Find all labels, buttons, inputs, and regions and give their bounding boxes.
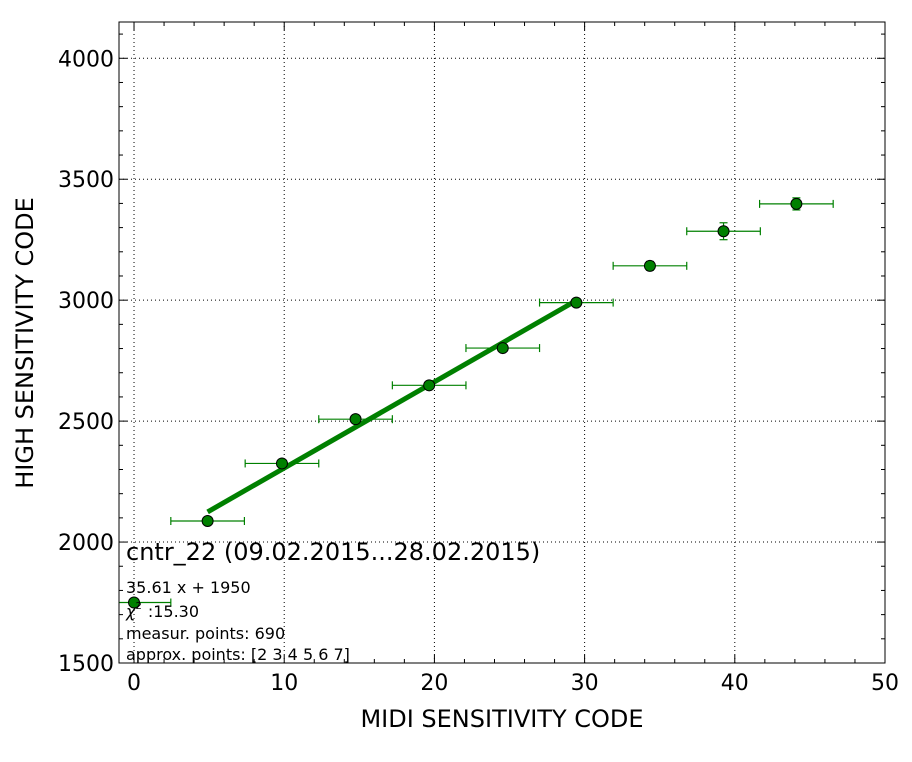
x-tick-label: 50	[871, 671, 899, 696]
data-point	[717, 225, 730, 238]
series	[119, 197, 834, 609]
annotation-chi-sup: 2	[135, 601, 141, 612]
x-tick-label: 10	[270, 671, 298, 696]
ticks	[119, 22, 886, 664]
x-tick-label: 20	[420, 671, 448, 696]
data-point	[201, 515, 214, 528]
data-point	[643, 259, 656, 272]
tick-labels: 0 10 20 30 40 50 1500 2000 2500 3000 3500 4000	[58, 47, 899, 696]
x-tick-label: 30	[571, 671, 599, 696]
annotation-chi: χ2 :15.30	[125, 601, 199, 621]
x-tick-label: 0	[127, 671, 141, 696]
series-clipped	[119, 197, 834, 609]
data-point	[275, 457, 288, 470]
annotation-chi-symbol: χ	[125, 602, 136, 621]
data-point	[423, 379, 436, 392]
x-axis-label: MIDI SENSITIVITY CODE	[360, 705, 643, 733]
y-tick-label: 4000	[58, 47, 114, 72]
y-tick-label: 1500	[58, 652, 114, 677]
annotation-approx-points: approx. points: [2 3 4 5 6 7]	[126, 645, 350, 664]
y-tick-label: 2000	[58, 531, 114, 556]
y-tick-label: 3500	[58, 168, 114, 193]
y-tick-label: 2500	[58, 410, 114, 435]
x-tick-label: 40	[721, 671, 749, 696]
y-tick-label: 3000	[58, 289, 114, 314]
plot-frame	[118, 21, 886, 664]
data-point	[128, 596, 141, 609]
annotation-chi-value: :15.30	[148, 602, 199, 621]
data-point	[570, 296, 583, 309]
annotation-fit: 35.61 x + 1950	[126, 578, 251, 597]
data-point	[790, 197, 803, 210]
y-axis-label: HIGH SENSITIVITY CODE	[11, 197, 39, 489]
annotation-measur-points: measur. points: 690	[126, 624, 285, 643]
data-point	[496, 342, 509, 355]
annotation-title: cntr_22 (09.02.2015...28.02.2015)	[126, 538, 540, 566]
data-point	[349, 413, 362, 426]
fit-line	[206, 298, 578, 515]
